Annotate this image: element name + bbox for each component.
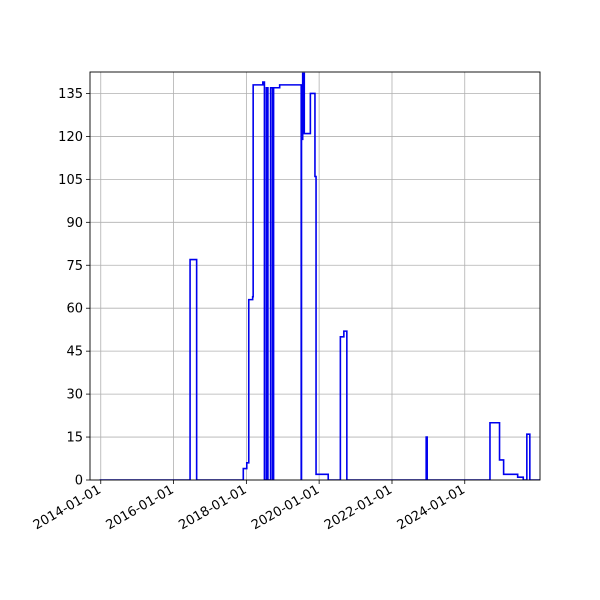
y-tick-label: 15 xyxy=(66,431,83,446)
y-tick-label: 45 xyxy=(66,345,83,360)
y-tick-label: 120 xyxy=(58,130,83,145)
y-tick-label: 135 xyxy=(58,87,83,102)
y-tick-label: 75 xyxy=(66,259,83,274)
y-tick-label: 0 xyxy=(75,474,83,489)
y-tick-label: 30 xyxy=(66,388,83,403)
plot-area xyxy=(99,72,540,480)
axes-frame xyxy=(89,71,541,481)
y-tick-label: 90 xyxy=(66,216,83,231)
y-tick-label: 60 xyxy=(66,302,83,317)
axes xyxy=(89,71,541,481)
y-tick-label: 105 xyxy=(58,173,83,188)
series-line xyxy=(99,72,540,480)
